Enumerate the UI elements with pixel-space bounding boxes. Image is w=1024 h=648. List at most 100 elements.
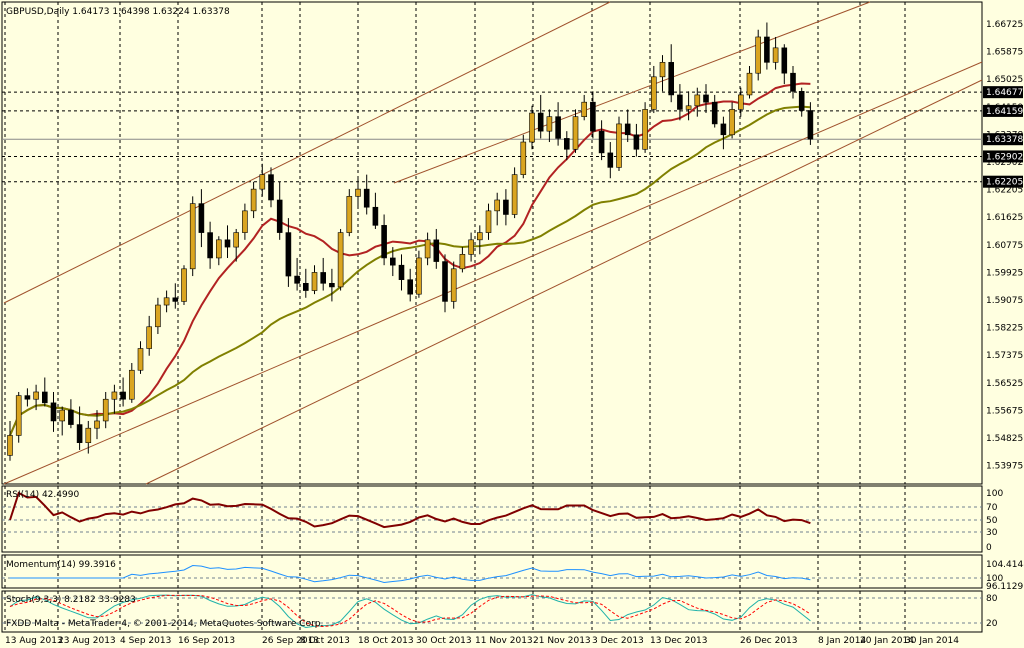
candle-body[interactable] xyxy=(233,232,239,248)
channel-line[interactable] xyxy=(3,1,611,304)
candle-body[interactable] xyxy=(772,47,779,63)
candle-body[interactable] xyxy=(563,138,570,150)
fast-moving-average-line[interactable] xyxy=(9,82,811,436)
candle-body[interactable] xyxy=(694,94,701,107)
candle-body[interactable] xyxy=(224,239,231,248)
candle-body[interactable] xyxy=(50,402,57,422)
candle-body[interactable] xyxy=(764,36,770,63)
candle-body[interactable] xyxy=(311,272,318,291)
momentum-panel[interactable] xyxy=(1,554,983,589)
channel-line[interactable] xyxy=(393,1,871,184)
candle-body[interactable] xyxy=(285,232,292,277)
candle-body[interactable] xyxy=(677,94,683,110)
candle-body[interactable] xyxy=(250,188,257,212)
channel-line[interactable] xyxy=(145,79,983,485)
candle-body[interactable] xyxy=(720,123,727,136)
candle-body[interactable] xyxy=(259,174,266,190)
candle-body[interactable] xyxy=(302,283,309,291)
candle-body[interactable] xyxy=(685,105,692,110)
candle-body[interactable] xyxy=(346,196,353,233)
candle-body[interactable] xyxy=(129,369,135,400)
candle-body[interactable] xyxy=(207,232,213,259)
candle-body[interactable] xyxy=(320,272,327,284)
momentum-line[interactable] xyxy=(10,564,811,584)
stoch-main-line[interactable] xyxy=(9,594,811,629)
candle-body[interactable] xyxy=(529,112,535,143)
candle-body[interactable] xyxy=(711,101,718,125)
candle-body[interactable] xyxy=(94,420,100,429)
candle-body[interactable] xyxy=(389,257,396,266)
candle-body[interactable] xyxy=(146,326,152,349)
candle-body[interactable] xyxy=(398,264,405,280)
candle-body[interactable] xyxy=(450,268,457,302)
candle-body[interactable] xyxy=(642,109,648,150)
candle-body[interactable] xyxy=(659,62,666,78)
candle-body[interactable] xyxy=(15,395,22,436)
candle-body[interactable] xyxy=(459,254,466,270)
slow-moving-average-line[interactable] xyxy=(9,105,811,436)
candle-body[interactable] xyxy=(41,391,48,404)
candle-body[interactable] xyxy=(581,101,588,117)
candle-body[interactable] xyxy=(807,110,814,140)
candle-body[interactable] xyxy=(607,152,614,168)
candle-body[interactable] xyxy=(337,232,344,288)
candle-body[interactable] xyxy=(598,130,605,154)
candle-body[interactable] xyxy=(433,239,440,262)
candle-body[interactable] xyxy=(329,283,335,288)
candle-body[interactable] xyxy=(485,210,492,233)
candle-body[interactable] xyxy=(520,141,527,175)
candle-body[interactable] xyxy=(163,297,170,306)
price-panel[interactable] xyxy=(1,1,983,485)
candle-body[interactable] xyxy=(537,112,544,132)
candle-body[interactable] xyxy=(616,123,622,168)
candle-body[interactable] xyxy=(494,199,501,212)
candle-body[interactable] xyxy=(68,409,74,425)
candle-body[interactable] xyxy=(85,427,92,443)
candle-body[interactable] xyxy=(650,76,657,110)
stoch-signal-line[interactable] xyxy=(9,594,811,628)
candle-body[interactable] xyxy=(372,206,379,226)
candle-body[interactable] xyxy=(703,94,709,103)
candle-body[interactable] xyxy=(737,94,744,110)
candle-body[interactable] xyxy=(590,101,596,132)
candle-body[interactable] xyxy=(189,203,196,270)
candle-body[interactable] xyxy=(729,109,735,136)
candle-body[interactable] xyxy=(33,391,39,400)
candle-body[interactable] xyxy=(381,225,387,259)
candle-body[interactable] xyxy=(798,91,805,111)
candle-body[interactable] xyxy=(268,174,274,201)
candle-body[interactable] xyxy=(572,116,579,150)
candle-body[interactable] xyxy=(442,261,448,302)
candle-body[interactable] xyxy=(102,398,109,422)
candle-body[interactable] xyxy=(76,424,83,443)
candle-body[interactable] xyxy=(24,395,31,400)
candle-body[interactable] xyxy=(546,116,553,132)
candle-body[interactable] xyxy=(294,275,300,284)
candle-body[interactable] xyxy=(633,134,640,150)
candle-body[interactable] xyxy=(424,239,431,259)
candle-body[interactable] xyxy=(111,391,118,400)
candle-body[interactable] xyxy=(276,199,283,233)
candle-body[interactable] xyxy=(242,210,248,233)
candle-body[interactable] xyxy=(511,174,518,215)
rsi-line[interactable] xyxy=(9,491,811,529)
candle-body[interactable] xyxy=(781,47,788,74)
candle-body[interactable] xyxy=(555,116,561,139)
candle-body[interactable] xyxy=(7,435,13,456)
channel-line[interactable] xyxy=(3,61,983,485)
candle-body[interactable] xyxy=(668,62,675,96)
candle-body[interactable] xyxy=(216,239,222,259)
candle-body[interactable] xyxy=(172,297,179,302)
candle-body[interactable] xyxy=(790,72,796,92)
candle-body[interactable] xyxy=(363,188,370,208)
candle-body[interactable] xyxy=(503,199,509,215)
candle-body[interactable] xyxy=(416,257,422,295)
candle-body[interactable] xyxy=(407,279,414,295)
candle-body[interactable] xyxy=(624,123,631,136)
candle-body[interactable] xyxy=(137,348,144,371)
candle-body[interactable] xyxy=(155,304,161,328)
candle-body[interactable] xyxy=(476,232,483,241)
candle-body[interactable] xyxy=(468,239,474,255)
candle-body[interactable] xyxy=(355,188,361,197)
candle-body[interactable] xyxy=(746,72,753,96)
